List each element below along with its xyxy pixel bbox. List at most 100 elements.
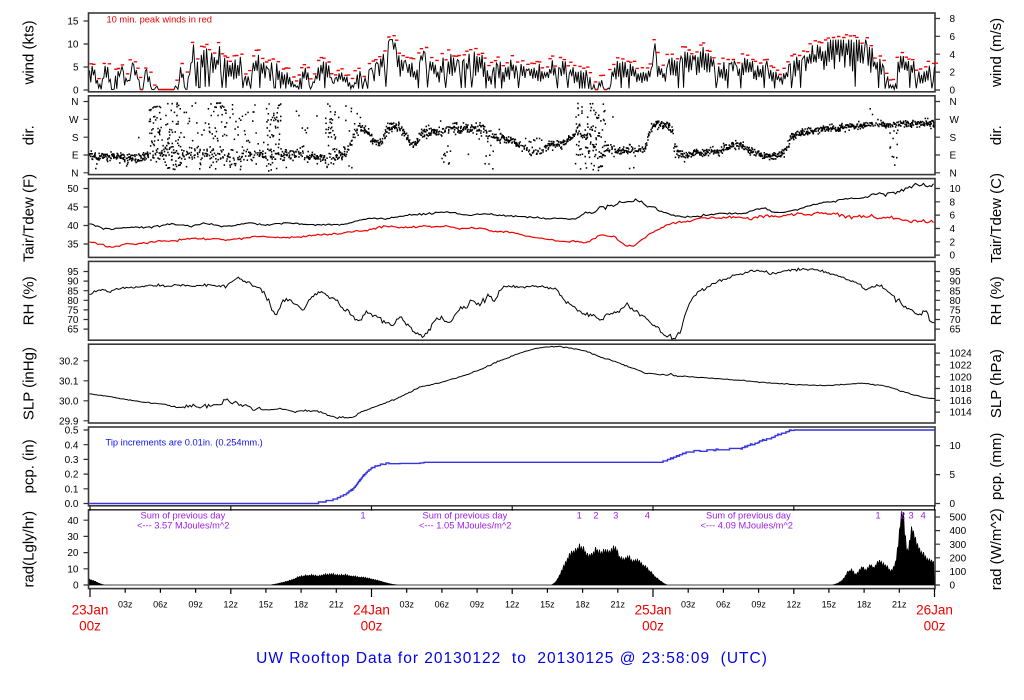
svg-text:UW Rooftop Data for 20130122: UW Rooftop Data for 20130122 to 20130125… bbox=[256, 650, 768, 667]
svg-text:00z: 00z bbox=[642, 619, 664, 634]
svg-text:0.3: 0.3 bbox=[65, 455, 79, 466]
svg-text:1: 1 bbox=[360, 510, 365, 521]
svg-text:0.0: 0.0 bbox=[65, 499, 79, 510]
svg-text:10 min. peak winds in red: 10 min. peak winds in red bbox=[107, 14, 212, 24]
svg-text:4: 4 bbox=[950, 50, 956, 61]
svg-text:25Jan: 25Jan bbox=[635, 603, 672, 618]
svg-text:0: 0 bbox=[950, 251, 956, 262]
svg-text:Sum of previous day: Sum of previous day bbox=[141, 510, 226, 520]
svg-text:95: 95 bbox=[950, 267, 962, 278]
svg-text:26Jan: 26Jan bbox=[916, 603, 953, 618]
svg-text:6: 6 bbox=[950, 211, 956, 222]
svg-text:1: 1 bbox=[577, 510, 582, 521]
svg-text:10: 10 bbox=[950, 184, 962, 195]
svg-text:S: S bbox=[72, 133, 79, 144]
svg-text:09z: 09z bbox=[751, 600, 766, 610]
svg-text:12z: 12z bbox=[505, 600, 520, 610]
svg-text:10: 10 bbox=[67, 40, 79, 51]
svg-text:5: 5 bbox=[950, 470, 956, 481]
svg-text:50: 50 bbox=[67, 184, 79, 195]
svg-text:1024: 1024 bbox=[950, 349, 973, 360]
svg-text:4: 4 bbox=[921, 510, 926, 521]
svg-text:06z: 06z bbox=[716, 600, 731, 610]
svg-text:80: 80 bbox=[67, 296, 79, 307]
svg-text:0: 0 bbox=[950, 499, 956, 510]
svg-text:06z: 06z bbox=[435, 600, 450, 610]
svg-text:<--- 1.05 MJoules/m^2: <--- 1.05 MJoules/m^2 bbox=[419, 520, 511, 530]
svg-text:03z: 03z bbox=[399, 600, 414, 610]
svg-text:Tip increments are 0.01in. (0.: Tip increments are 0.01in. (0.254mm.) bbox=[106, 437, 263, 447]
svg-text:3: 3 bbox=[908, 510, 913, 521]
svg-text:30.0: 30.0 bbox=[59, 396, 79, 407]
svg-text:85: 85 bbox=[950, 286, 962, 297]
svg-text:20: 20 bbox=[67, 548, 79, 559]
svg-text:1: 1 bbox=[875, 510, 880, 521]
svg-text:03z: 03z bbox=[118, 600, 133, 610]
svg-text:0: 0 bbox=[73, 86, 79, 97]
svg-text:21z: 21z bbox=[329, 600, 344, 610]
svg-text:pcp. (mm): pcp. (mm) bbox=[988, 433, 1005, 501]
svg-text:4: 4 bbox=[645, 510, 650, 521]
svg-text:8: 8 bbox=[950, 14, 956, 25]
svg-text:rad(Lgly/hr): rad(Lgly/hr) bbox=[21, 511, 38, 588]
svg-text:Sum of previous day: Sum of previous day bbox=[423, 510, 508, 520]
svg-text:N: N bbox=[950, 168, 957, 179]
svg-text:65: 65 bbox=[67, 325, 79, 336]
svg-text:rad (W/m^2): rad (W/m^2) bbox=[988, 508, 1005, 590]
svg-text:15z: 15z bbox=[822, 600, 837, 610]
svg-text:300: 300 bbox=[950, 540, 967, 551]
svg-text:S: S bbox=[950, 133, 957, 144]
svg-text:SLP (hPa): SLP (hPa) bbox=[988, 349, 1005, 418]
svg-text:90: 90 bbox=[67, 277, 79, 288]
svg-text:<--- 4.09 MJoules/m^2: <--- 4.09 MJoules/m^2 bbox=[701, 520, 793, 530]
svg-text:1014: 1014 bbox=[950, 408, 973, 419]
svg-text:21z: 21z bbox=[892, 600, 907, 610]
svg-text:85: 85 bbox=[67, 286, 79, 297]
svg-text:18z: 18z bbox=[857, 600, 872, 610]
svg-text:30.2: 30.2 bbox=[59, 356, 79, 367]
svg-text:100: 100 bbox=[950, 567, 967, 578]
svg-text:1018: 1018 bbox=[950, 384, 973, 395]
svg-text:0.1: 0.1 bbox=[65, 484, 79, 495]
svg-text:12z: 12z bbox=[787, 600, 802, 610]
svg-text:03z: 03z bbox=[681, 600, 696, 610]
svg-text:0: 0 bbox=[950, 581, 956, 592]
svg-text:00z: 00z bbox=[924, 619, 946, 634]
svg-text:75: 75 bbox=[67, 306, 79, 317]
svg-text:2: 2 bbox=[593, 510, 598, 521]
svg-text:dir.: dir. bbox=[988, 125, 1005, 145]
svg-text:W: W bbox=[950, 115, 960, 126]
svg-text:10: 10 bbox=[950, 441, 962, 452]
svg-text:45: 45 bbox=[67, 203, 79, 214]
svg-text:29.9: 29.9 bbox=[59, 416, 79, 427]
svg-text:75: 75 bbox=[950, 306, 962, 317]
svg-text:00z: 00z bbox=[361, 619, 383, 634]
svg-text:Tair/Tdew (C): Tair/Tdew (C) bbox=[988, 173, 1005, 263]
svg-text:18z: 18z bbox=[294, 600, 309, 610]
svg-text:80: 80 bbox=[950, 296, 962, 307]
svg-text:0: 0 bbox=[73, 581, 79, 592]
svg-text:30.1: 30.1 bbox=[59, 376, 79, 387]
svg-text:Tair/Tdew (F): Tair/Tdew (F) bbox=[21, 174, 38, 262]
svg-text:40: 40 bbox=[67, 516, 79, 527]
svg-text:RH (%): RH (%) bbox=[988, 276, 1005, 325]
svg-text:wind (m/s): wind (m/s) bbox=[988, 18, 1005, 88]
svg-text:RH (%): RH (%) bbox=[21, 276, 38, 325]
svg-text:2: 2 bbox=[950, 237, 956, 248]
svg-text:5: 5 bbox=[73, 63, 79, 74]
svg-text:15z: 15z bbox=[540, 600, 555, 610]
svg-text:Sum of previous day: Sum of previous day bbox=[706, 510, 791, 520]
svg-text:70: 70 bbox=[67, 315, 79, 326]
svg-text:06z: 06z bbox=[153, 600, 168, 610]
svg-text:<--- 3.57 MJoules/m^2: <--- 3.57 MJoules/m^2 bbox=[137, 520, 229, 530]
svg-text:35: 35 bbox=[67, 240, 79, 251]
svg-text:1022: 1022 bbox=[950, 361, 973, 372]
svg-text:12z: 12z bbox=[224, 600, 239, 610]
svg-text:200: 200 bbox=[950, 553, 967, 564]
svg-text:N: N bbox=[71, 97, 78, 108]
svg-text:N: N bbox=[71, 168, 78, 179]
svg-text:SLP (inHg): SLP (inHg) bbox=[21, 347, 38, 420]
svg-text:15z: 15z bbox=[259, 600, 274, 610]
svg-text:24Jan: 24Jan bbox=[353, 603, 390, 618]
svg-text:6: 6 bbox=[950, 32, 956, 43]
